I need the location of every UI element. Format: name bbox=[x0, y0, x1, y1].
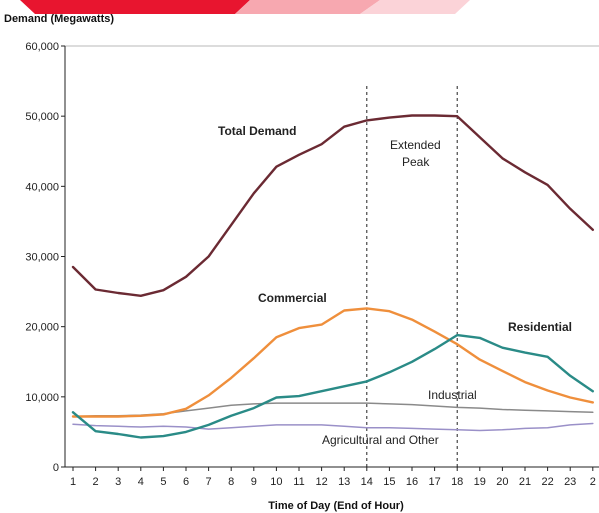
series-line-agricultural-and-other bbox=[72, 422, 594, 432]
y-tick-label: 50,000 bbox=[25, 111, 59, 123]
x-tick-label: 17 bbox=[428, 476, 440, 488]
x-tick-label: 12 bbox=[315, 476, 327, 488]
x-tick-label: 14 bbox=[361, 476, 373, 488]
x-tick-label: 9 bbox=[251, 476, 257, 488]
series-line-total-demand bbox=[71, 114, 594, 297]
x-tick-label: 10 bbox=[270, 476, 282, 488]
commercial-label: Commercial bbox=[258, 291, 327, 305]
total-demand-label: Total Demand bbox=[218, 124, 296, 138]
top-banner-decoration bbox=[0, 0, 599, 14]
y-tick-label: 20,000 bbox=[25, 322, 59, 334]
y-axis-title: Demand (Megawatts) bbox=[4, 13, 114, 25]
y-tick-label: 30,000 bbox=[25, 252, 59, 264]
x-tick-label: 15 bbox=[383, 476, 395, 488]
x-tick-label: 2 bbox=[93, 476, 99, 488]
x-tick-label: 4 bbox=[138, 476, 144, 488]
x-tick-label: 23 bbox=[564, 476, 576, 488]
x-tick-label: 16 bbox=[406, 476, 418, 488]
y-tick-label: 10,000 bbox=[25, 392, 59, 404]
x-tick-label: 18 bbox=[451, 476, 463, 488]
x-tick-label: 2 bbox=[590, 476, 596, 488]
y-tick-label: 60,000 bbox=[25, 41, 59, 53]
x-tick-label: 11 bbox=[293, 476, 304, 488]
x-tick-label: 1 bbox=[70, 476, 76, 488]
annotation-layer: Total Demand Extended Peak Commercial Re… bbox=[218, 124, 572, 447]
x-tick-label: 7 bbox=[206, 476, 212, 488]
y-tick-label: 0 bbox=[53, 462, 59, 474]
x-tick-label: 20 bbox=[496, 476, 508, 488]
x-tick-label: 21 bbox=[519, 476, 531, 488]
industrial-label: Industrial bbox=[428, 388, 477, 402]
agricultural-label: Agricultural and Other bbox=[322, 433, 439, 447]
x-tick-label: 6 bbox=[183, 476, 189, 488]
y-tick-label: 40,000 bbox=[25, 181, 59, 193]
x-tick-label: 19 bbox=[474, 476, 486, 488]
extended-peak-label-line2: Peak bbox=[402, 155, 430, 169]
extended-peak-label-line1: Extended bbox=[390, 138, 441, 152]
series-line-residential bbox=[71, 333, 594, 439]
x-tick-label: 3 bbox=[115, 476, 121, 488]
x-tick-label: 5 bbox=[160, 476, 166, 488]
series-line-commercial bbox=[71, 307, 594, 418]
x-tick-label: 13 bbox=[338, 476, 350, 488]
residential-label: Residential bbox=[508, 320, 572, 334]
x-axis-title: Time of Day (End of Hour) bbox=[268, 500, 404, 512]
x-tick-label: 8 bbox=[228, 476, 234, 488]
x-tick-label: 22 bbox=[541, 476, 553, 488]
